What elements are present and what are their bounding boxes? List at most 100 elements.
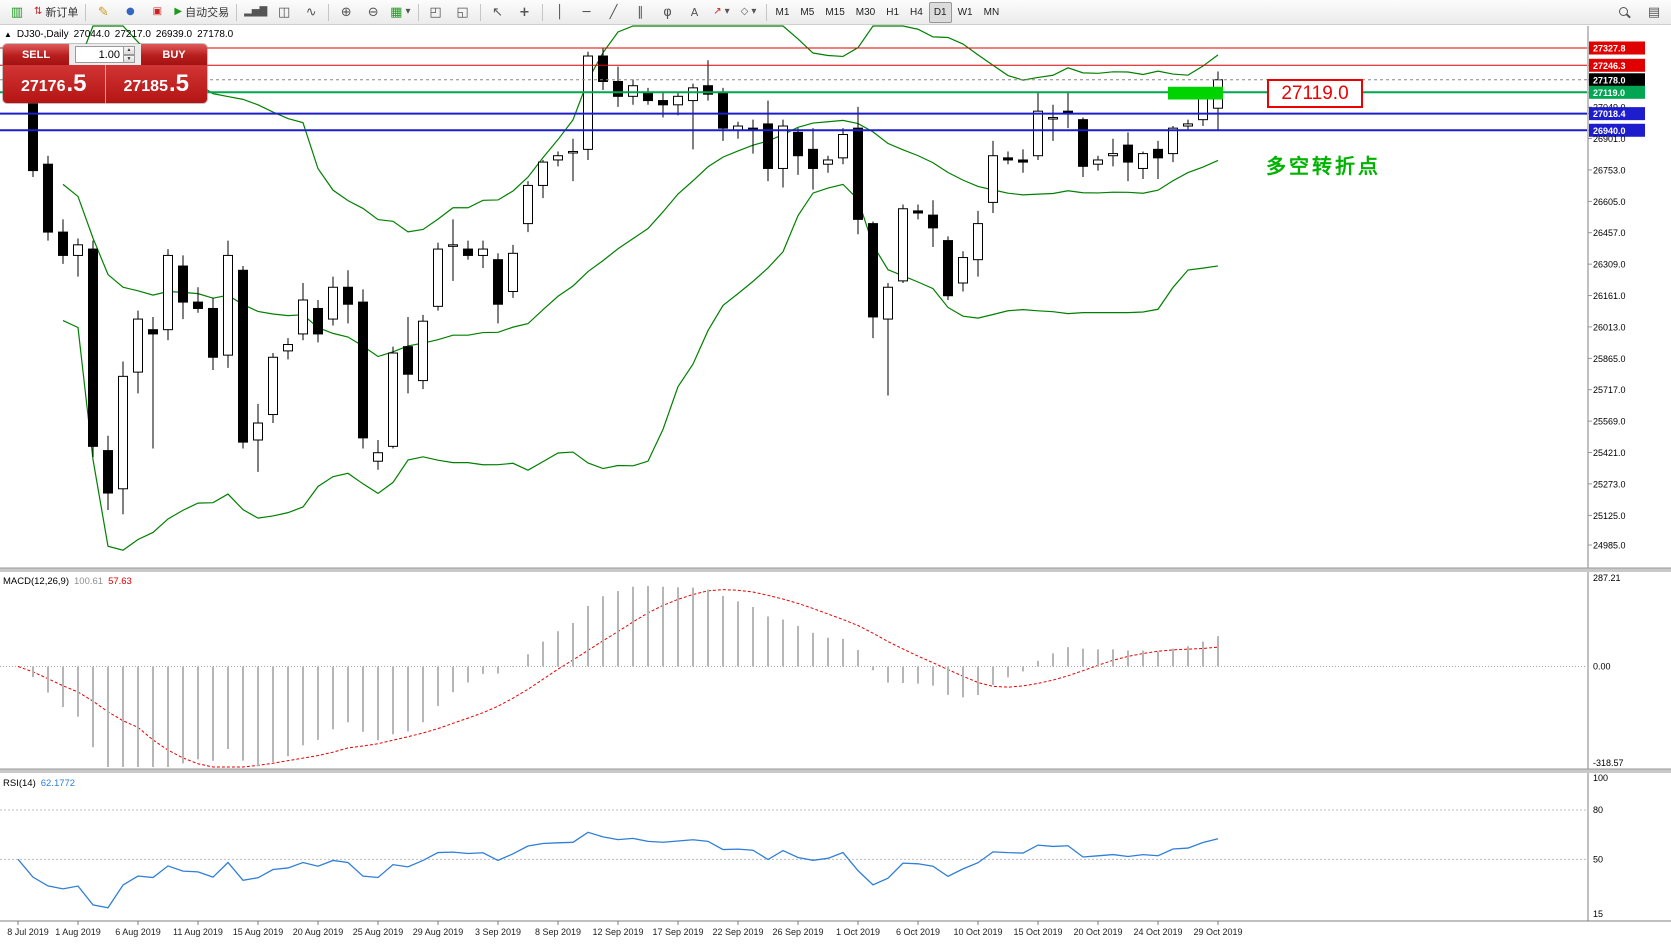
text-tool-icon: A (690, 5, 699, 19)
svg-text:26161.0: 26161.0 (1593, 291, 1626, 301)
symbol-period-label: DJ30-,Daily (16, 29, 69, 40)
divider (236, 3, 238, 21)
indicators-button[interactable]: ▦ ▾ (387, 2, 413, 23)
svg-text:20 Aug 2019: 20 Aug 2019 (293, 927, 344, 937)
divider (328, 3, 330, 21)
timeframe-d1[interactable]: D1 (928, 1, 952, 23)
svg-text:0.00: 0.00 (1593, 662, 1611, 672)
highlight-rectangle[interactable] (1168, 86, 1223, 100)
quote-bar: ▲ DJ30-,Daily 27044.0 27217.0 26939.0 27… (4, 29, 233, 40)
timeframe-h1[interactable]: H1 (886, 6, 900, 18)
price-label-box[interactable]: 27119.0 (1267, 79, 1363, 108)
crosshair-button[interactable]: + (512, 2, 538, 23)
layout-icon: ▤ (1647, 4, 1661, 20)
cascade-windows-button[interactable]: ◱ (450, 2, 476, 23)
timeframe-m30[interactable]: M30 (855, 6, 876, 18)
timeframe-mn[interactable]: MN (983, 6, 1000, 18)
shapes-button[interactable]: ◇ ▾ (736, 2, 762, 23)
sell-button[interactable]: SELL (3, 44, 69, 65)
tile-windows-button[interactable]: ◰ (423, 2, 449, 23)
search-button[interactable] (1611, 2, 1637, 23)
zoom-out-button[interactable]: ⊖ (360, 2, 386, 23)
quote-close: 27178.0 (197, 29, 234, 40)
zoom-in-icon: ⊕ (340, 4, 352, 20)
svg-text:80: 80 (1593, 805, 1603, 815)
fibonacci-button[interactable]: φ (655, 2, 681, 23)
timeframe-w1[interactable]: W1 (957, 6, 973, 18)
svg-text:15 Oct 2019: 15 Oct 2019 (1013, 927, 1062, 937)
news-button[interactable]: ▣ (144, 2, 170, 23)
buy-price-main: 27185 (123, 78, 168, 95)
time-axis[interactable]: 8 Jul 2019 1 Aug 2019 6 Aug 2019 11 Aug 201… (0, 920, 1671, 937)
zoom-in-button[interactable]: ⊕ (333, 2, 359, 23)
autotrading-icon: ▶ (174, 6, 183, 17)
svg-text:26753.0: 26753.0 (1593, 165, 1626, 175)
divider (417, 3, 419, 21)
line-chart-button[interactable]: ∿ (298, 2, 324, 23)
volume-control: 1.00 ▲ ▼ (69, 44, 141, 65)
cascade-windows-icon: ◱ (456, 4, 469, 20)
indicators-icon: ▦ (390, 4, 403, 20)
bar-chart-button[interactable]: ▂▅▇ (241, 2, 270, 23)
svg-text:22 Sep 2019: 22 Sep 2019 (712, 927, 763, 937)
svg-text:25717.0: 25717.0 (1593, 385, 1626, 395)
candlestick-chart-icon: ◫ (278, 4, 291, 20)
timeframe-h4[interactable]: H4 (910, 6, 923, 18)
volume-down-button[interactable]: ▼ (123, 54, 135, 63)
panel-separator[interactable] (0, 567, 1671, 773)
svg-text:29 Aug 2019: 29 Aug 2019 (413, 927, 464, 937)
svg-text:11 Aug 2019: 11 Aug 2019 (173, 927, 223, 937)
bollinger-bands (62, 25, 1219, 551)
volume-input[interactable]: 1.00 (75, 46, 124, 63)
shapes-icon: ◇ (740, 6, 749, 17)
timeframe-m15[interactable]: M15 (825, 6, 845, 18)
sell-price[interactable]: 27176 .5 (3, 65, 105, 103)
svg-text:25865.0: 25865.0 (1593, 354, 1626, 364)
buy-button[interactable]: BUY (141, 44, 207, 65)
text-tool-button[interactable]: A (682, 2, 708, 23)
community-icon: ● (126, 6, 135, 17)
candlestick-chart-button[interactable]: ◫ (271, 2, 297, 23)
channel-icon: ∥ (637, 4, 644, 20)
svg-text:8 Jul 2019: 8 Jul 2019 (7, 927, 49, 937)
buy-price-frac: .5 (168, 70, 189, 97)
autotrading-button[interactable]: ▶ 自动交易 (171, 2, 232, 23)
zoom-out-icon: ⊖ (367, 4, 379, 20)
new-order-button[interactable]: ⇅ 新订单 (31, 2, 81, 23)
layout-button[interactable]: ▤ (1641, 2, 1667, 23)
bar-chart-icon: ▂▅▇ (244, 6, 268, 17)
svg-text:24 Oct 2019: 24 Oct 2019 (1133, 927, 1182, 937)
volume-up-button[interactable]: ▲ (123, 46, 135, 55)
new-order-label: 新订单 (45, 7, 79, 19)
vertical-line-button[interactable]: │ (547, 2, 573, 23)
timeframe-m1[interactable]: M1 (775, 6, 790, 18)
turning-point-annotation[interactable]: 多空转折点 (1266, 156, 1381, 178)
chevron-down-icon: ▾ (724, 6, 730, 17)
arrows-tool-icon: ↗ (713, 6, 722, 17)
svg-text:25569.0: 25569.0 (1593, 417, 1626, 427)
macd-histogram (32, 585, 1219, 767)
arrows-tool-button[interactable]: ↗ ▾ (709, 2, 735, 23)
svg-text:27119.0: 27119.0 (1593, 88, 1625, 98)
cursor-button[interactable]: ↖ (485, 2, 511, 23)
buy-price[interactable]: 27185 .5 (104, 65, 207, 103)
svg-text:26 Sep 2019: 26 Sep 2019 (772, 927, 823, 937)
svg-text:15 Aug 2019: 15 Aug 2019 (233, 927, 284, 937)
timeframe-m5[interactable]: M5 (800, 6, 815, 18)
price-axis[interactable]: 27327.827246.327178.027119.027049.027018… (1587, 26, 1645, 921)
one-click-trading-panel: SELL 1.00 ▲ ▼ BUY 27176 .5 27185 .5 (3, 44, 207, 103)
svg-text:26457.0: 26457.0 (1593, 228, 1626, 238)
metaeditor-button[interactable]: ✎ (90, 2, 116, 23)
community-button[interactable]: ● (117, 2, 143, 23)
divider (541, 3, 543, 21)
svg-text:6 Oct 2019: 6 Oct 2019 (896, 927, 940, 937)
one-click-collapse-arrow[interactable]: ▲ (4, 30, 12, 39)
channel-button[interactable]: ∥ (628, 2, 654, 23)
trendline-button[interactable]: ╱ (601, 2, 627, 23)
horizontal-line-button[interactable]: ─ (574, 2, 600, 23)
tile-windows-icon: ◰ (429, 4, 442, 20)
metaeditor-icon: ✎ (97, 4, 109, 20)
news-icon: ▣ (152, 6, 163, 17)
